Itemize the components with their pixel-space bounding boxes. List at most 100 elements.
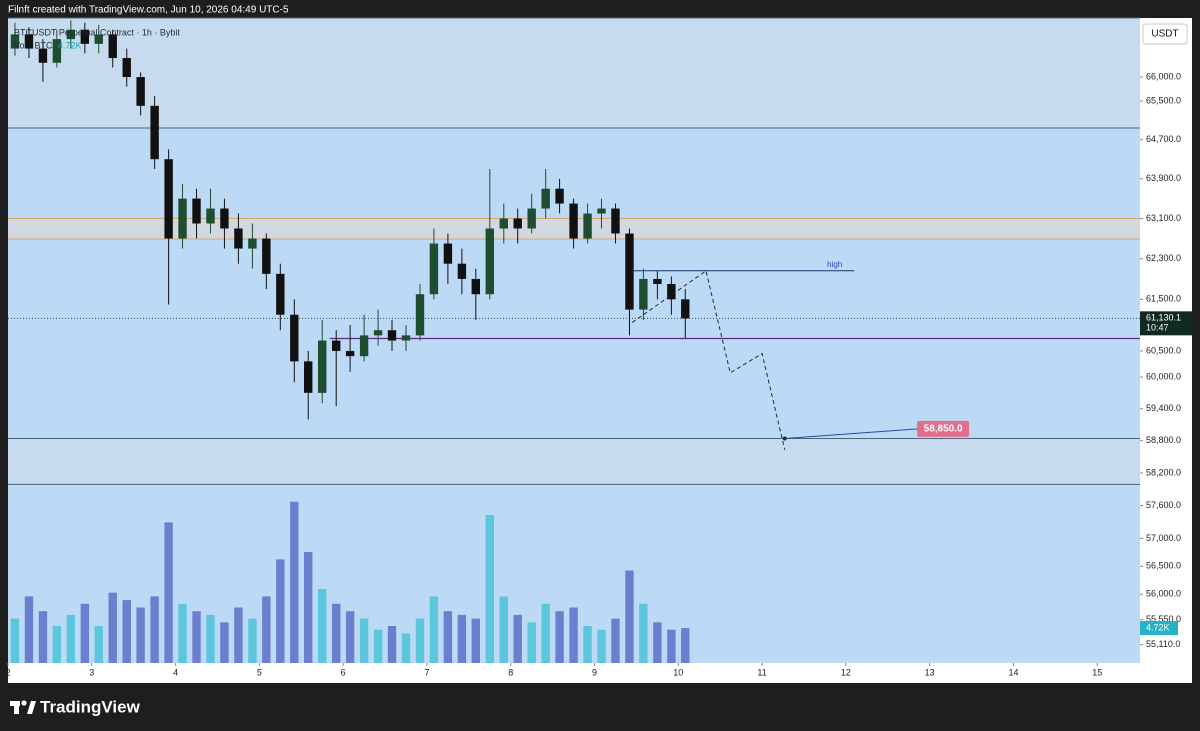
logo-stem (14, 701, 19, 714)
volume-bar (24, 596, 34, 663)
x-tick-label: 6 (341, 667, 346, 677)
candle-body (94, 34, 103, 44)
candle-body (653, 278, 662, 285)
candle-body (304, 361, 313, 393)
y-tick-label: 55,550.0 (1146, 614, 1181, 624)
candle-body (24, 34, 34, 49)
candle-body (499, 218, 508, 229)
currency-button[interactable] (1142, 23, 1188, 45)
symbol-title: BTCUSDT Perpetual Contract · 1h · Bybit (14, 27, 180, 37)
x-tick-label: 2 (5, 667, 10, 677)
volume-bar (332, 603, 341, 663)
last-price-tag (1140, 311, 1192, 336)
candle-body (10, 34, 20, 49)
candle-body (192, 198, 201, 224)
volume-bar (485, 515, 494, 663)
candle-body (122, 58, 131, 78)
volume-bar (653, 622, 662, 663)
y-tick-label: 60,000.0 (1146, 371, 1181, 381)
y-tick-label: 62,300.0 (1146, 253, 1181, 263)
volume-bar (639, 603, 648, 663)
zone (8, 438, 1140, 485)
candle-body (429, 243, 439, 295)
candle-body (276, 273, 285, 315)
candle-body (290, 314, 299, 362)
candle-body (457, 263, 467, 279)
candle-body (373, 330, 383, 336)
volume-bar (122, 600, 131, 663)
candle-body (150, 105, 159, 160)
y-tick-label: 65,500.0 (1146, 95, 1181, 105)
header: Filnft created with TradingView.com, Jun… (8, 5, 289, 16)
candle-body (569, 203, 578, 239)
volume-bar (206, 614, 215, 663)
candle-body (66, 29, 76, 40)
brand: TradingView (40, 697, 141, 716)
x-tick-label: 5 (257, 667, 262, 677)
logo-slash (27, 701, 36, 714)
candle-body (611, 208, 620, 234)
time-axis (8, 663, 1140, 683)
volume-bar (234, 607, 243, 663)
x-tick-label: 9 (592, 667, 597, 677)
brand-logo (10, 700, 36, 714)
volume-tag (1140, 621, 1178, 636)
target-box (917, 420, 970, 437)
candle-body (527, 208, 536, 229)
high-label: high (827, 260, 842, 269)
volume-bar (345, 611, 355, 663)
volume-bar (136, 607, 145, 663)
target-point (782, 436, 787, 441)
candle-body (583, 213, 592, 239)
volume-bar (66, 614, 76, 663)
y-tick-label: 57,000.0 (1146, 533, 1181, 543)
volume-bar (499, 596, 508, 663)
volume-bar (290, 501, 299, 663)
candle-body (206, 208, 215, 224)
volume-bar (471, 618, 480, 663)
candle-body (597, 208, 606, 214)
target-line (784, 428, 918, 440)
candle-body (401, 335, 411, 341)
x-tick-label: 13 (925, 667, 935, 677)
y-tick-label: 58,800.0 (1146, 435, 1181, 445)
volume-bar (555, 611, 564, 663)
candle-body (625, 233, 634, 310)
volume-bar (415, 618, 425, 663)
candle-body (248, 238, 257, 249)
candle-body (108, 34, 117, 59)
candle-body (80, 29, 90, 44)
x-tick-label: 7 (424, 667, 429, 677)
candle-body (415, 294, 425, 336)
x-tick-label: 4 (173, 667, 178, 677)
x-tick-label: 14 (1008, 667, 1018, 677)
candle-body (38, 48, 48, 63)
volume-bar (52, 626, 62, 663)
volume-bar (667, 629, 676, 663)
candle-body (513, 218, 522, 229)
volume-bar (10, 618, 20, 663)
last-price-label: 61,130.1 (1146, 313, 1181, 323)
x-tick-label: 3 (89, 667, 94, 677)
y-tick-label: 59,400.0 (1146, 403, 1181, 413)
volume-bar (429, 596, 439, 663)
candle-body (178, 198, 187, 239)
candle-body (52, 39, 62, 63)
candle-body (541, 188, 550, 209)
volume-bar (108, 592, 117, 663)
candle-body (555, 188, 564, 204)
currency-label[interactable]: USDT (1151, 29, 1178, 40)
volume-bar (178, 603, 187, 663)
volume-bar (38, 611, 48, 663)
candle-body (164, 159, 173, 239)
volume-bar (569, 607, 578, 663)
volume-bar (276, 559, 285, 663)
y-tick-label: 56,500.0 (1146, 561, 1181, 571)
volume-bar (401, 633, 411, 663)
y-tick-label: 58,200.0 (1146, 467, 1181, 477)
volume-bar (359, 618, 369, 663)
y-tick-label: 60,500.0 (1146, 345, 1181, 355)
zone (8, 18, 1140, 129)
candle-body (639, 278, 648, 310)
